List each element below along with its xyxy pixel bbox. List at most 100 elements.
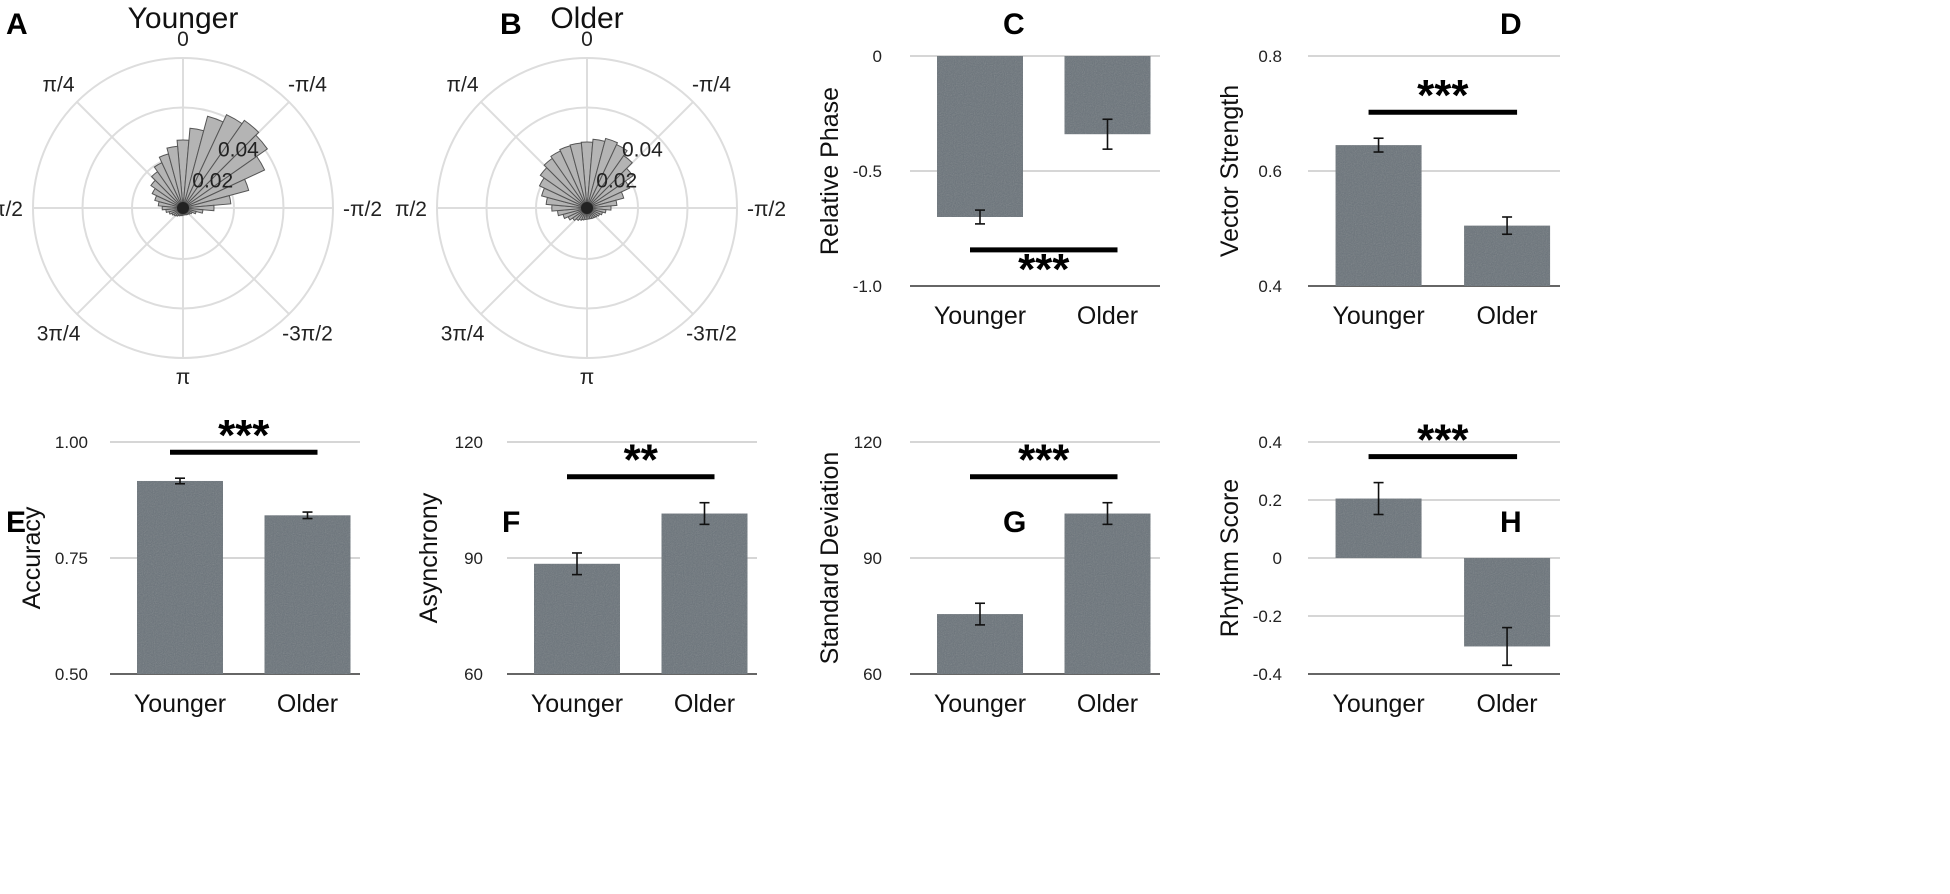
y-tick-label-0: 120	[854, 433, 882, 452]
polar-radial-tick-0: 0.02	[192, 169, 233, 192]
y-tick-label-0: 1.00	[55, 433, 88, 452]
significance-stars: ***	[1417, 416, 1469, 465]
polar-bin-5	[586, 167, 634, 209]
polar-bin-8	[182, 194, 232, 209]
polar-angle-label-2: π/2	[0, 198, 23, 221]
y-tick-label-1: 0.6	[1258, 162, 1282, 181]
polar-angle-label-0: 0	[581, 28, 593, 51]
bar-chart-standard-deviation: 120 90 60 Standard Deviation Younger Older ***	[816, 433, 1160, 718]
panel-letter-d: D	[1500, 8, 1522, 41]
polar-angle-label-4: π/4	[43, 74, 75, 97]
polar-angle-label-: π	[580, 366, 595, 389]
y-tick-label-2: 0	[1273, 549, 1282, 568]
y-tick-label-2: -1.0	[853, 277, 882, 296]
bar-older	[1464, 225, 1551, 286]
polar-bin-9	[586, 205, 612, 211]
polar-radial-tick-1: 0.04	[622, 139, 663, 162]
y-axis-label: Vector Strength	[1216, 85, 1244, 257]
y-axis-label: Asynchrony	[415, 492, 443, 623]
y-tick-label-1: 0.75	[55, 549, 88, 568]
y-tick-label-2: 60	[863, 665, 882, 684]
y-tick-label-3: -0.2	[1253, 607, 1282, 626]
polar-bin-3	[586, 143, 628, 209]
y-tick-label-1: 0.2	[1258, 491, 1282, 510]
polar-angle-label-: π	[176, 366, 191, 389]
panel-letter-b: B	[500, 8, 522, 41]
bar-younger	[534, 563, 620, 674]
polar-chart-older: Older 0.02 0.04 0 -π/4 -π/2 -3π/2 π 3π/4 π/2 π/4	[395, 2, 786, 389]
polar-angle-label-2: π/2	[395, 198, 427, 221]
bar-older	[1064, 513, 1151, 674]
bar-older	[661, 513, 748, 674]
polar-grid-spoke-5	[76, 207, 184, 315]
y-tick-label-0: 0.8	[1258, 47, 1282, 66]
polar-angle-label-0: 0	[177, 28, 189, 51]
y-axis-label: Standard Deviation	[816, 452, 844, 665]
polar-angle-label-2: -π/2	[747, 198, 786, 221]
significance-stars: ***	[1018, 245, 1070, 294]
polar-radial-tick-1: 0.04	[218, 139, 259, 162]
category-label-younger: Younger	[1332, 690, 1424, 718]
significance-stars: **	[624, 436, 659, 485]
category-label-younger: Younger	[934, 690, 1026, 718]
polar-angle-label-3-2: -3π/2	[686, 322, 737, 345]
panel-letter-h: H	[1500, 506, 1522, 539]
polar-bin-6	[182, 155, 266, 209]
category-label-older: Older	[674, 690, 735, 718]
significance-stars: ***	[1018, 436, 1070, 485]
polar-angle-label-2: -π/2	[343, 198, 382, 221]
polar-grid-spoke-5	[480, 207, 588, 315]
y-tick-label-2: 0.4	[1258, 277, 1282, 296]
polar-center-dot	[177, 202, 189, 214]
polar-center-dot	[581, 202, 593, 214]
category-label-older: Older	[1477, 690, 1538, 718]
panel-letter-a: A	[6, 8, 28, 41]
significance-stars: ***	[1417, 71, 1469, 120]
polar-angle-label-4: π/4	[447, 74, 479, 97]
category-label-older: Older	[1477, 302, 1538, 330]
polar-bin-6	[586, 180, 631, 209]
category-label-older: Older	[277, 690, 338, 718]
y-tick-label-1: 90	[464, 549, 483, 568]
polar-bin-5	[182, 134, 269, 209]
bar-chart-accuracy: 1.00 0.75 0.50 Accuracy Younger Older ***	[18, 411, 360, 718]
y-tick-label-2: 60	[464, 665, 483, 684]
polar-angle-label-4: -π/4	[692, 74, 731, 97]
polar-bin-7	[182, 178, 250, 209]
bar-chart-relative-phase: 0 -0.5 -1.0 Relative Phase Younger Older***	[816, 47, 1160, 330]
y-tick-label-2: 0.50	[55, 665, 88, 684]
bar-older	[264, 515, 351, 674]
y-tick-label-1: 90	[863, 549, 882, 568]
category-label-younger: Younger	[134, 690, 226, 718]
panel-letter-g: G	[1003, 506, 1026, 539]
y-tick-label-4: -0.4	[1253, 665, 1282, 684]
polar-bin-7	[586, 191, 625, 209]
panel-letter-e: E	[6, 506, 26, 539]
polar-bin-9	[182, 204, 215, 212]
polar-grid-spoke-3	[586, 207, 694, 315]
y-axis-label: Rhythm Score	[1216, 479, 1244, 637]
y-axis-label: Relative Phase	[816, 87, 844, 255]
y-tick-label-0: 0.4	[1258, 433, 1282, 452]
panel-letter-c: C	[1003, 8, 1025, 41]
polar-angle-label-4: -π/4	[288, 74, 327, 97]
category-label-older: Older	[1077, 690, 1138, 718]
polar-angle-label-3-4: 3π/4	[441, 322, 485, 345]
polar-bin-35	[166, 145, 184, 209]
polar-bin-4	[182, 119, 260, 209]
bar-younger	[937, 56, 1023, 217]
bar-younger	[137, 480, 223, 674]
category-label-younger: Younger	[531, 690, 623, 718]
polar-title: Older	[550, 2, 623, 35]
bar-younger	[1335, 145, 1422, 286]
polar-grid-spoke-3	[182, 207, 290, 315]
panel-letter-f: F	[502, 506, 520, 539]
y-axis-label: Accuracy	[18, 506, 46, 609]
bar-chart-asynchrony: 120 90 60 Asynchrony Younger Older **	[415, 433, 757, 718]
polar-bin-35	[569, 142, 588, 209]
category-label-younger: Younger	[934, 302, 1026, 330]
polar-bin-4	[586, 154, 633, 209]
polar-angle-label-3-2: -3π/2	[282, 322, 333, 345]
bar-chart-vector-strength: 0.8 0.6 0.4 Vector Strength Younger Older ***	[1216, 47, 1560, 330]
